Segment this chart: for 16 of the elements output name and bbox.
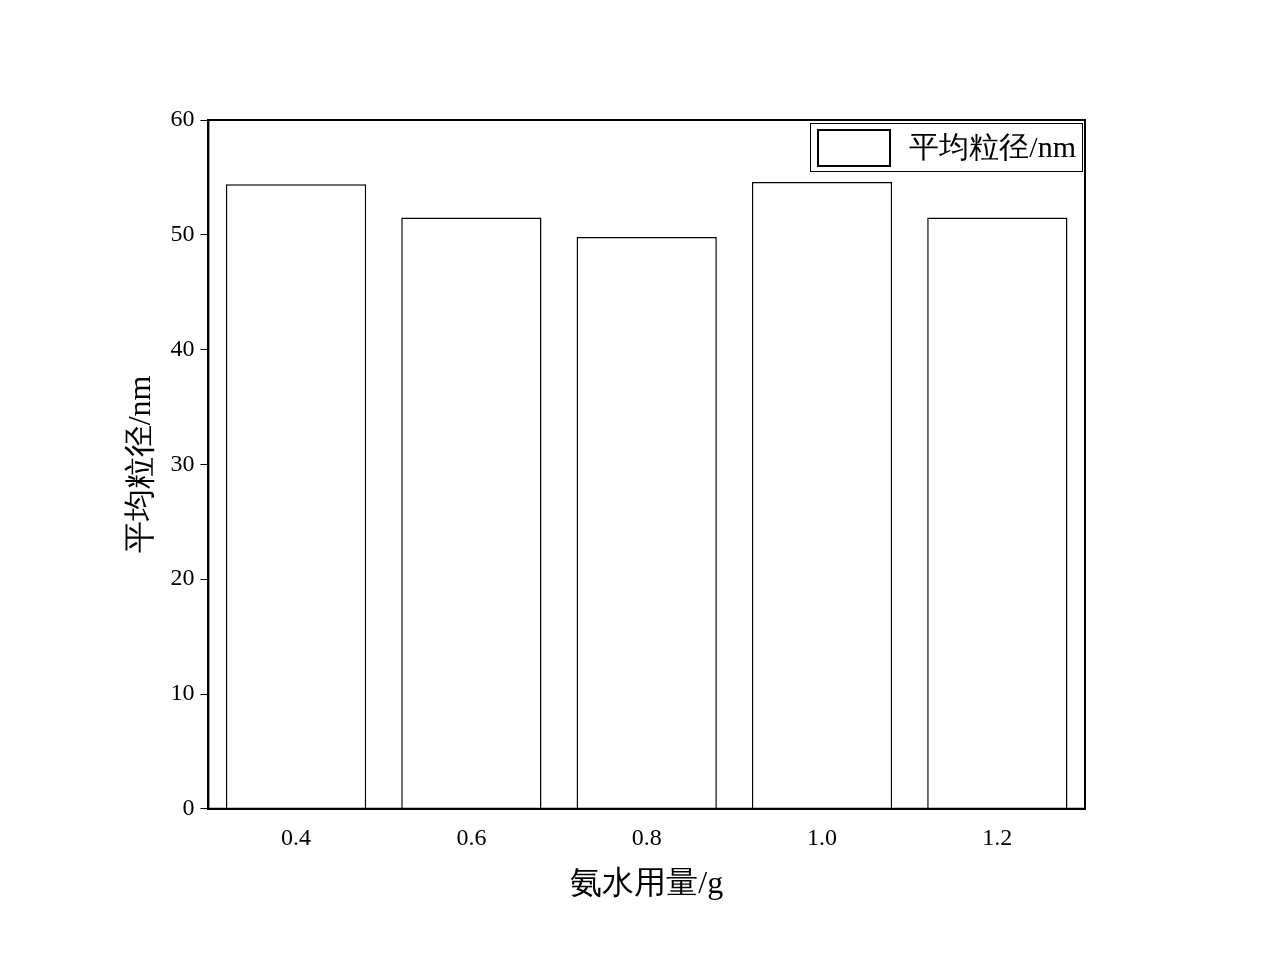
y-axis-title: 平均粒径/nm [120, 375, 157, 554]
legend-box: 平均粒径/nm [810, 123, 1083, 172]
y-tick-label: 50 [170, 220, 195, 247]
series-label: 平均粒径/nm [909, 129, 1076, 165]
x-tick-label: 0.4 [281, 824, 312, 851]
x-tick-label: 1.0 [807, 824, 838, 851]
x-tick-label: 0.8 [631, 824, 662, 851]
x-axis-title: 氨水用量/g [570, 864, 724, 901]
y-tick-label: 10 [170, 679, 195, 706]
y-tick-label: 20 [170, 564, 195, 591]
x-tick-label: 1.2 [982, 824, 1013, 851]
y-tick-label: 0 [182, 794, 195, 821]
x-tick-label: 0.6 [456, 824, 487, 851]
y-tick-label: 40 [170, 334, 195, 361]
y-tick-label: 60 [170, 105, 195, 132]
y-tick-label: 30 [170, 449, 195, 476]
